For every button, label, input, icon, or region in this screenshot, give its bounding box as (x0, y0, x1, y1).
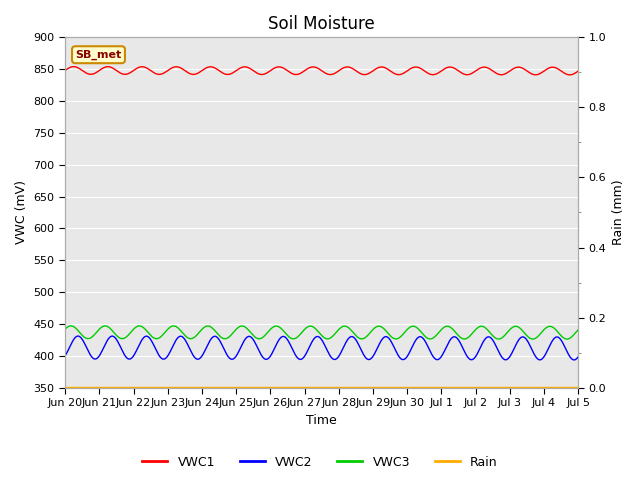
VWC2 (570, 357, 578, 363)
Title: Soil Moisture: Soil Moisture (268, 15, 375, 33)
Rain (290, 385, 298, 391)
VWC2 (354, 339, 362, 345)
VWC2 (299, 355, 307, 361)
VWC1 (299, 69, 307, 75)
VWC3 (101, 323, 109, 329)
Rain (353, 385, 361, 391)
VWC2 (290, 349, 298, 355)
VWC1 (122, 72, 130, 77)
Y-axis label: Rain (mm): Rain (mm) (612, 180, 625, 245)
VWC1 (101, 64, 109, 70)
VWC3 (575, 327, 582, 333)
Rain (61, 385, 69, 391)
Y-axis label: VWC (mV): VWC (mV) (15, 180, 28, 244)
Line: VWC3: VWC3 (65, 326, 579, 339)
VWC1 (70, 64, 77, 70)
VWC1 (61, 68, 69, 73)
VWC3 (67, 323, 75, 329)
VWC3 (299, 328, 307, 334)
Rain (279, 385, 287, 391)
VWC2 (575, 354, 582, 360)
VWC1 (566, 72, 573, 78)
VWC2 (279, 334, 287, 339)
Line: VWC1: VWC1 (65, 67, 579, 75)
Legend: VWC1, VWC2, VWC3, Rain: VWC1, VWC2, VWC3, Rain (138, 451, 502, 474)
VWC3 (563, 336, 571, 342)
Rain (575, 385, 582, 391)
VWC2 (122, 354, 130, 360)
VWC2 (101, 342, 109, 348)
Rain (122, 385, 129, 391)
Rain (101, 385, 109, 391)
X-axis label: Time: Time (307, 414, 337, 427)
VWC3 (279, 328, 287, 334)
Text: SB_met: SB_met (76, 49, 122, 60)
VWC1 (354, 69, 362, 75)
VWC1 (575, 68, 582, 74)
VWC3 (290, 336, 298, 342)
VWC3 (61, 326, 69, 332)
Line: VWC2: VWC2 (65, 336, 579, 360)
VWC2 (74, 333, 82, 339)
Rain (299, 385, 307, 391)
VWC2 (61, 353, 69, 359)
VWC1 (279, 65, 287, 71)
VWC3 (354, 334, 362, 340)
VWC1 (290, 72, 298, 77)
VWC3 (122, 334, 130, 340)
